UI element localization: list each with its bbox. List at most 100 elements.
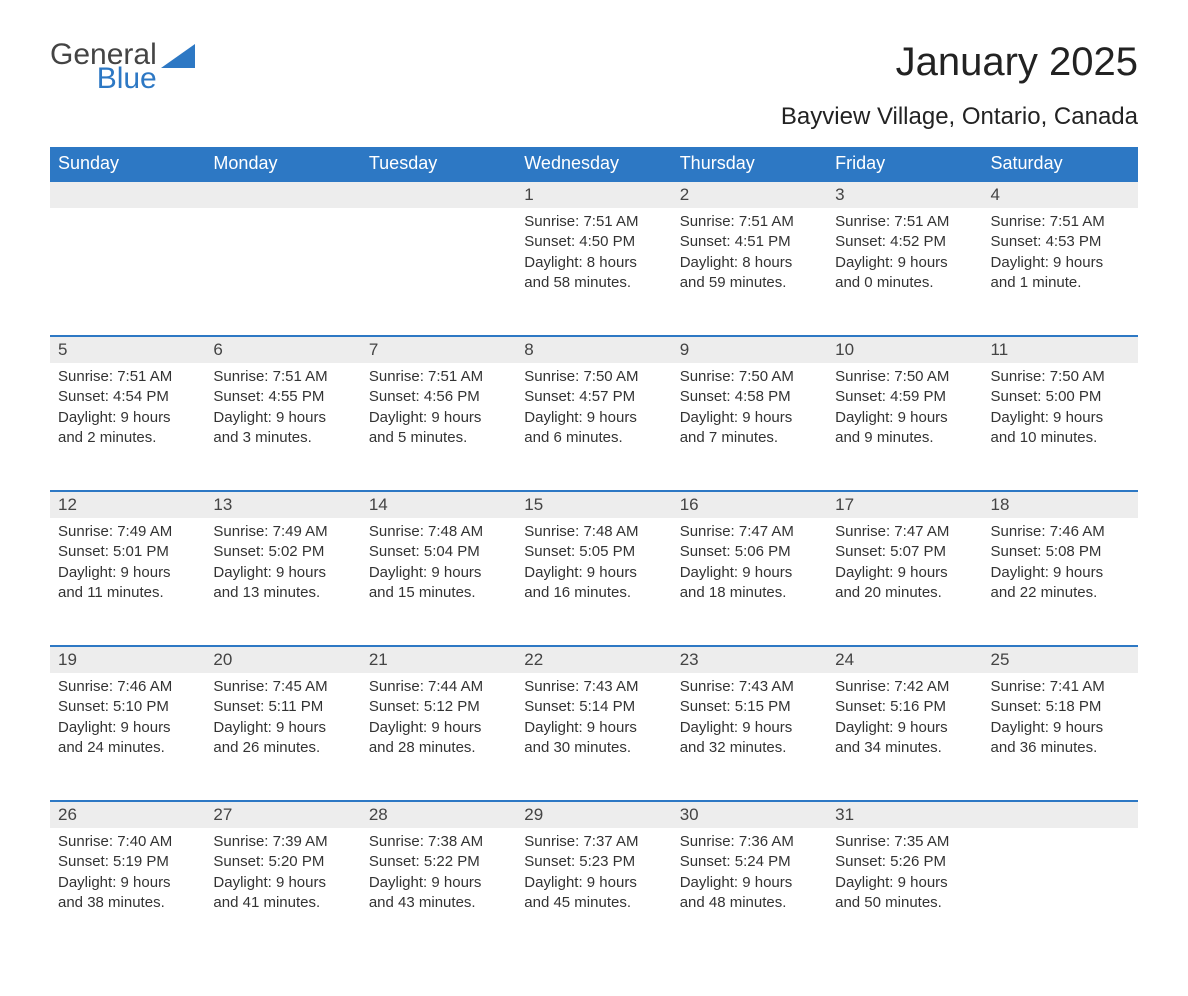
day-content-cell: Sunrise: 7:46 AMSunset: 5:10 PMDaylight:… (50, 673, 205, 801)
day-number-cell: 19 (50, 646, 205, 673)
sunset-text: Sunset: 5:01 PM (58, 542, 197, 562)
sunrise-text: Sunrise: 7:48 AM (369, 522, 508, 542)
dl2-text: and 45 minutes. (524, 893, 663, 913)
dl1-text: Daylight: 9 hours (213, 563, 352, 583)
sunset-text: Sunset: 4:53 PM (991, 232, 1130, 252)
day-number-cell: 5 (50, 336, 205, 363)
day-number-cell: 17 (827, 491, 982, 518)
sunset-text: Sunset: 5:20 PM (213, 852, 352, 872)
day-content-cell: Sunrise: 7:51 AMSunset: 4:55 PMDaylight:… (205, 363, 360, 491)
dl2-text: and 10 minutes. (991, 428, 1130, 448)
day-content-cell: Sunrise: 7:39 AMSunset: 5:20 PMDaylight:… (205, 828, 360, 956)
sunrise-text: Sunrise: 7:40 AM (58, 832, 197, 852)
day-number-cell: 10 (827, 336, 982, 363)
day-content-cell: Sunrise: 7:37 AMSunset: 5:23 PMDaylight:… (516, 828, 671, 956)
day-content-cell (50, 208, 205, 336)
sunrise-text: Sunrise: 7:50 AM (680, 367, 819, 387)
sunrise-text: Sunrise: 7:48 AM (524, 522, 663, 542)
dl1-text: Daylight: 9 hours (680, 563, 819, 583)
day-number-cell: 31 (827, 801, 982, 828)
day-content-cell: Sunrise: 7:48 AMSunset: 5:04 PMDaylight:… (361, 518, 516, 646)
day-content-cell: Sunrise: 7:42 AMSunset: 5:16 PMDaylight:… (827, 673, 982, 801)
day-content-cell: Sunrise: 7:50 AMSunset: 5:00 PMDaylight:… (983, 363, 1138, 491)
dl2-text: and 30 minutes. (524, 738, 663, 758)
day-number-cell: 29 (516, 801, 671, 828)
sunrise-text: Sunrise: 7:51 AM (991, 212, 1130, 232)
day-content-cell: Sunrise: 7:50 AMSunset: 4:58 PMDaylight:… (672, 363, 827, 491)
day-content-cell: Sunrise: 7:45 AMSunset: 5:11 PMDaylight:… (205, 673, 360, 801)
sunrise-text: Sunrise: 7:50 AM (524, 367, 663, 387)
dl1-text: Daylight: 9 hours (524, 873, 663, 893)
day-content-cell: Sunrise: 7:51 AMSunset: 4:53 PMDaylight:… (983, 208, 1138, 336)
day-content-cell (361, 208, 516, 336)
dl2-text: and 28 minutes. (369, 738, 508, 758)
sunset-text: Sunset: 4:55 PM (213, 387, 352, 407)
sunrise-text: Sunrise: 7:51 AM (369, 367, 508, 387)
day-content-cell: Sunrise: 7:36 AMSunset: 5:24 PMDaylight:… (672, 828, 827, 956)
dl2-text: and 50 minutes. (835, 893, 974, 913)
sunrise-text: Sunrise: 7:39 AM (213, 832, 352, 852)
dl2-text: and 6 minutes. (524, 428, 663, 448)
logo: General Blue (50, 40, 195, 94)
dl2-text: and 24 minutes. (58, 738, 197, 758)
sunset-text: Sunset: 5:11 PM (213, 697, 352, 717)
day-number-cell: 11 (983, 336, 1138, 363)
logo-text: General Blue (50, 40, 157, 94)
sunset-text: Sunset: 5:08 PM (991, 542, 1130, 562)
weekday-header: Wednesday (516, 147, 671, 181)
day-content-cell: Sunrise: 7:51 AMSunset: 4:52 PMDaylight:… (827, 208, 982, 336)
day-number-cell: 18 (983, 491, 1138, 518)
sunrise-text: Sunrise: 7:37 AM (524, 832, 663, 852)
day-content-cell: Sunrise: 7:51 AMSunset: 4:56 PMDaylight:… (361, 363, 516, 491)
dl1-text: Daylight: 9 hours (835, 253, 974, 273)
dl2-text: and 0 minutes. (835, 273, 974, 293)
dl1-text: Daylight: 9 hours (835, 718, 974, 738)
day-number-cell: 25 (983, 646, 1138, 673)
weekday-header-row: SundayMondayTuesdayWednesdayThursdayFrid… (50, 147, 1138, 181)
dl1-text: Daylight: 9 hours (835, 563, 974, 583)
month-title: January 2025 (781, 40, 1138, 85)
dl2-text: and 2 minutes. (58, 428, 197, 448)
day-number-cell: 22 (516, 646, 671, 673)
sunrise-text: Sunrise: 7:45 AM (213, 677, 352, 697)
day-content-cell: Sunrise: 7:50 AMSunset: 4:59 PMDaylight:… (827, 363, 982, 491)
dl1-text: Daylight: 9 hours (991, 718, 1130, 738)
sunset-text: Sunset: 5:24 PM (680, 852, 819, 872)
day-content-cell: Sunrise: 7:43 AMSunset: 5:14 PMDaylight:… (516, 673, 671, 801)
dl2-text: and 26 minutes. (213, 738, 352, 758)
sunset-text: Sunset: 4:54 PM (58, 387, 197, 407)
day-number-cell (983, 801, 1138, 828)
day-number-cell: 7 (361, 336, 516, 363)
day-number-cell (205, 181, 360, 208)
dl1-text: Daylight: 9 hours (213, 873, 352, 893)
dl2-text: and 20 minutes. (835, 583, 974, 603)
sunrise-text: Sunrise: 7:50 AM (991, 367, 1130, 387)
sunrise-text: Sunrise: 7:47 AM (835, 522, 974, 542)
day-content-cell (205, 208, 360, 336)
day-content-cell: Sunrise: 7:50 AMSunset: 4:57 PMDaylight:… (516, 363, 671, 491)
day-number-cell (361, 181, 516, 208)
page-header: General Blue January 2025 Bayview Villag… (50, 40, 1138, 141)
day-content-cell: Sunrise: 7:43 AMSunset: 5:15 PMDaylight:… (672, 673, 827, 801)
title-block: January 2025 Bayview Village, Ontario, C… (781, 40, 1138, 141)
sunset-text: Sunset: 5:15 PM (680, 697, 819, 717)
day-number-cell: 16 (672, 491, 827, 518)
sunrise-text: Sunrise: 7:46 AM (58, 677, 197, 697)
weekday-header: Saturday (983, 147, 1138, 181)
sunset-text: Sunset: 5:05 PM (524, 542, 663, 562)
day-content-cell: Sunrise: 7:51 AMSunset: 4:54 PMDaylight:… (50, 363, 205, 491)
sunset-text: Sunset: 5:10 PM (58, 697, 197, 717)
dl2-text: and 36 minutes. (991, 738, 1130, 758)
dl2-text: and 16 minutes. (524, 583, 663, 603)
day-content-cell: Sunrise: 7:49 AMSunset: 5:02 PMDaylight:… (205, 518, 360, 646)
sunset-text: Sunset: 5:16 PM (835, 697, 974, 717)
day-content-cell: Sunrise: 7:41 AMSunset: 5:18 PMDaylight:… (983, 673, 1138, 801)
sunrise-text: Sunrise: 7:36 AM (680, 832, 819, 852)
logo-triangle-icon (161, 44, 195, 68)
day-number-cell: 1 (516, 181, 671, 208)
day-content-row: Sunrise: 7:51 AMSunset: 4:50 PMDaylight:… (50, 208, 1138, 336)
dl2-text: and 32 minutes. (680, 738, 819, 758)
dl2-text: and 9 minutes. (835, 428, 974, 448)
sunrise-text: Sunrise: 7:38 AM (369, 832, 508, 852)
day-content-row: Sunrise: 7:40 AMSunset: 5:19 PMDaylight:… (50, 828, 1138, 956)
